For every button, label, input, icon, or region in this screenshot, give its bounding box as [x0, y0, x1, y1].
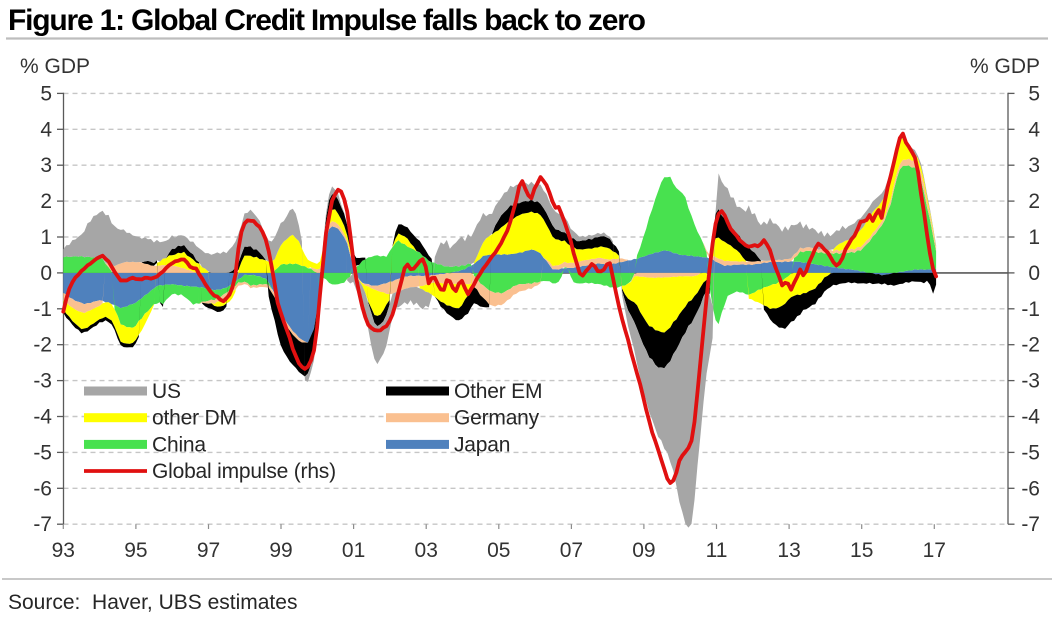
svg-text:-5: -5: [1021, 441, 1040, 464]
svg-text:5: 5: [40, 82, 52, 105]
svg-text:11: 11: [706, 539, 728, 562]
svg-text:Source: Haver, UBS estimates: Source: Haver, UBS estimates: [8, 591, 297, 614]
svg-text:-4: -4: [1021, 406, 1040, 429]
svg-text:Germany: Germany: [454, 407, 540, 430]
svg-text:% GDP: % GDP: [970, 55, 1040, 78]
svg-text:0: 0: [1028, 262, 1040, 285]
svg-text:4: 4: [1028, 118, 1040, 141]
svg-text:97: 97: [197, 539, 220, 562]
svg-text:-1: -1: [33, 298, 52, 321]
svg-text:99: 99: [269, 539, 292, 562]
svg-text:other DM: other DM: [152, 407, 237, 430]
svg-text:05: 05: [487, 539, 510, 562]
svg-text:China: China: [152, 433, 206, 456]
svg-text:% GDP: % GDP: [20, 55, 90, 78]
svg-text:93: 93: [52, 539, 75, 562]
svg-text:-6: -6: [1021, 477, 1040, 500]
svg-text:1: 1: [40, 226, 52, 249]
svg-text:Other EM: Other EM: [454, 380, 542, 403]
svg-text:95: 95: [124, 539, 147, 562]
svg-text:3: 3: [40, 154, 52, 177]
svg-text:3: 3: [1028, 154, 1040, 177]
svg-text:09: 09: [632, 539, 655, 562]
svg-text:-7: -7: [33, 513, 52, 536]
svg-text:0: 0: [40, 262, 52, 285]
svg-text:-3: -3: [33, 370, 52, 393]
svg-text:Figure 1: Global Credit Impuls: Figure 1: Global Credit Impulse falls ba…: [8, 4, 646, 37]
svg-text:US: US: [152, 380, 181, 403]
svg-text:-3: -3: [1021, 370, 1040, 393]
svg-text:03: 03: [415, 539, 438, 562]
svg-text:-2: -2: [33, 334, 52, 357]
svg-text:15: 15: [850, 539, 873, 562]
svg-text:-7: -7: [1021, 513, 1040, 536]
svg-text:13: 13: [777, 539, 800, 562]
svg-text:1: 1: [1028, 226, 1040, 249]
svg-text:Japan: Japan: [454, 433, 510, 456]
svg-text:2: 2: [40, 190, 52, 213]
svg-text:-6: -6: [33, 477, 52, 500]
svg-text:07: 07: [560, 539, 583, 562]
svg-text:17: 17: [923, 539, 946, 562]
svg-text:-2: -2: [1021, 334, 1040, 357]
svg-text:-5: -5: [33, 441, 52, 464]
svg-text:2: 2: [1028, 190, 1040, 213]
svg-text:-4: -4: [33, 406, 52, 429]
svg-text:Global impulse (rhs): Global impulse (rhs): [152, 460, 336, 483]
svg-text:5: 5: [1028, 82, 1040, 105]
svg-text:4: 4: [40, 118, 52, 141]
svg-text:01: 01: [342, 539, 365, 562]
svg-text:-1: -1: [1021, 298, 1040, 321]
